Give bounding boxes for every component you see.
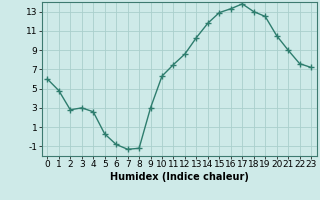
- X-axis label: Humidex (Indice chaleur): Humidex (Indice chaleur): [110, 172, 249, 182]
